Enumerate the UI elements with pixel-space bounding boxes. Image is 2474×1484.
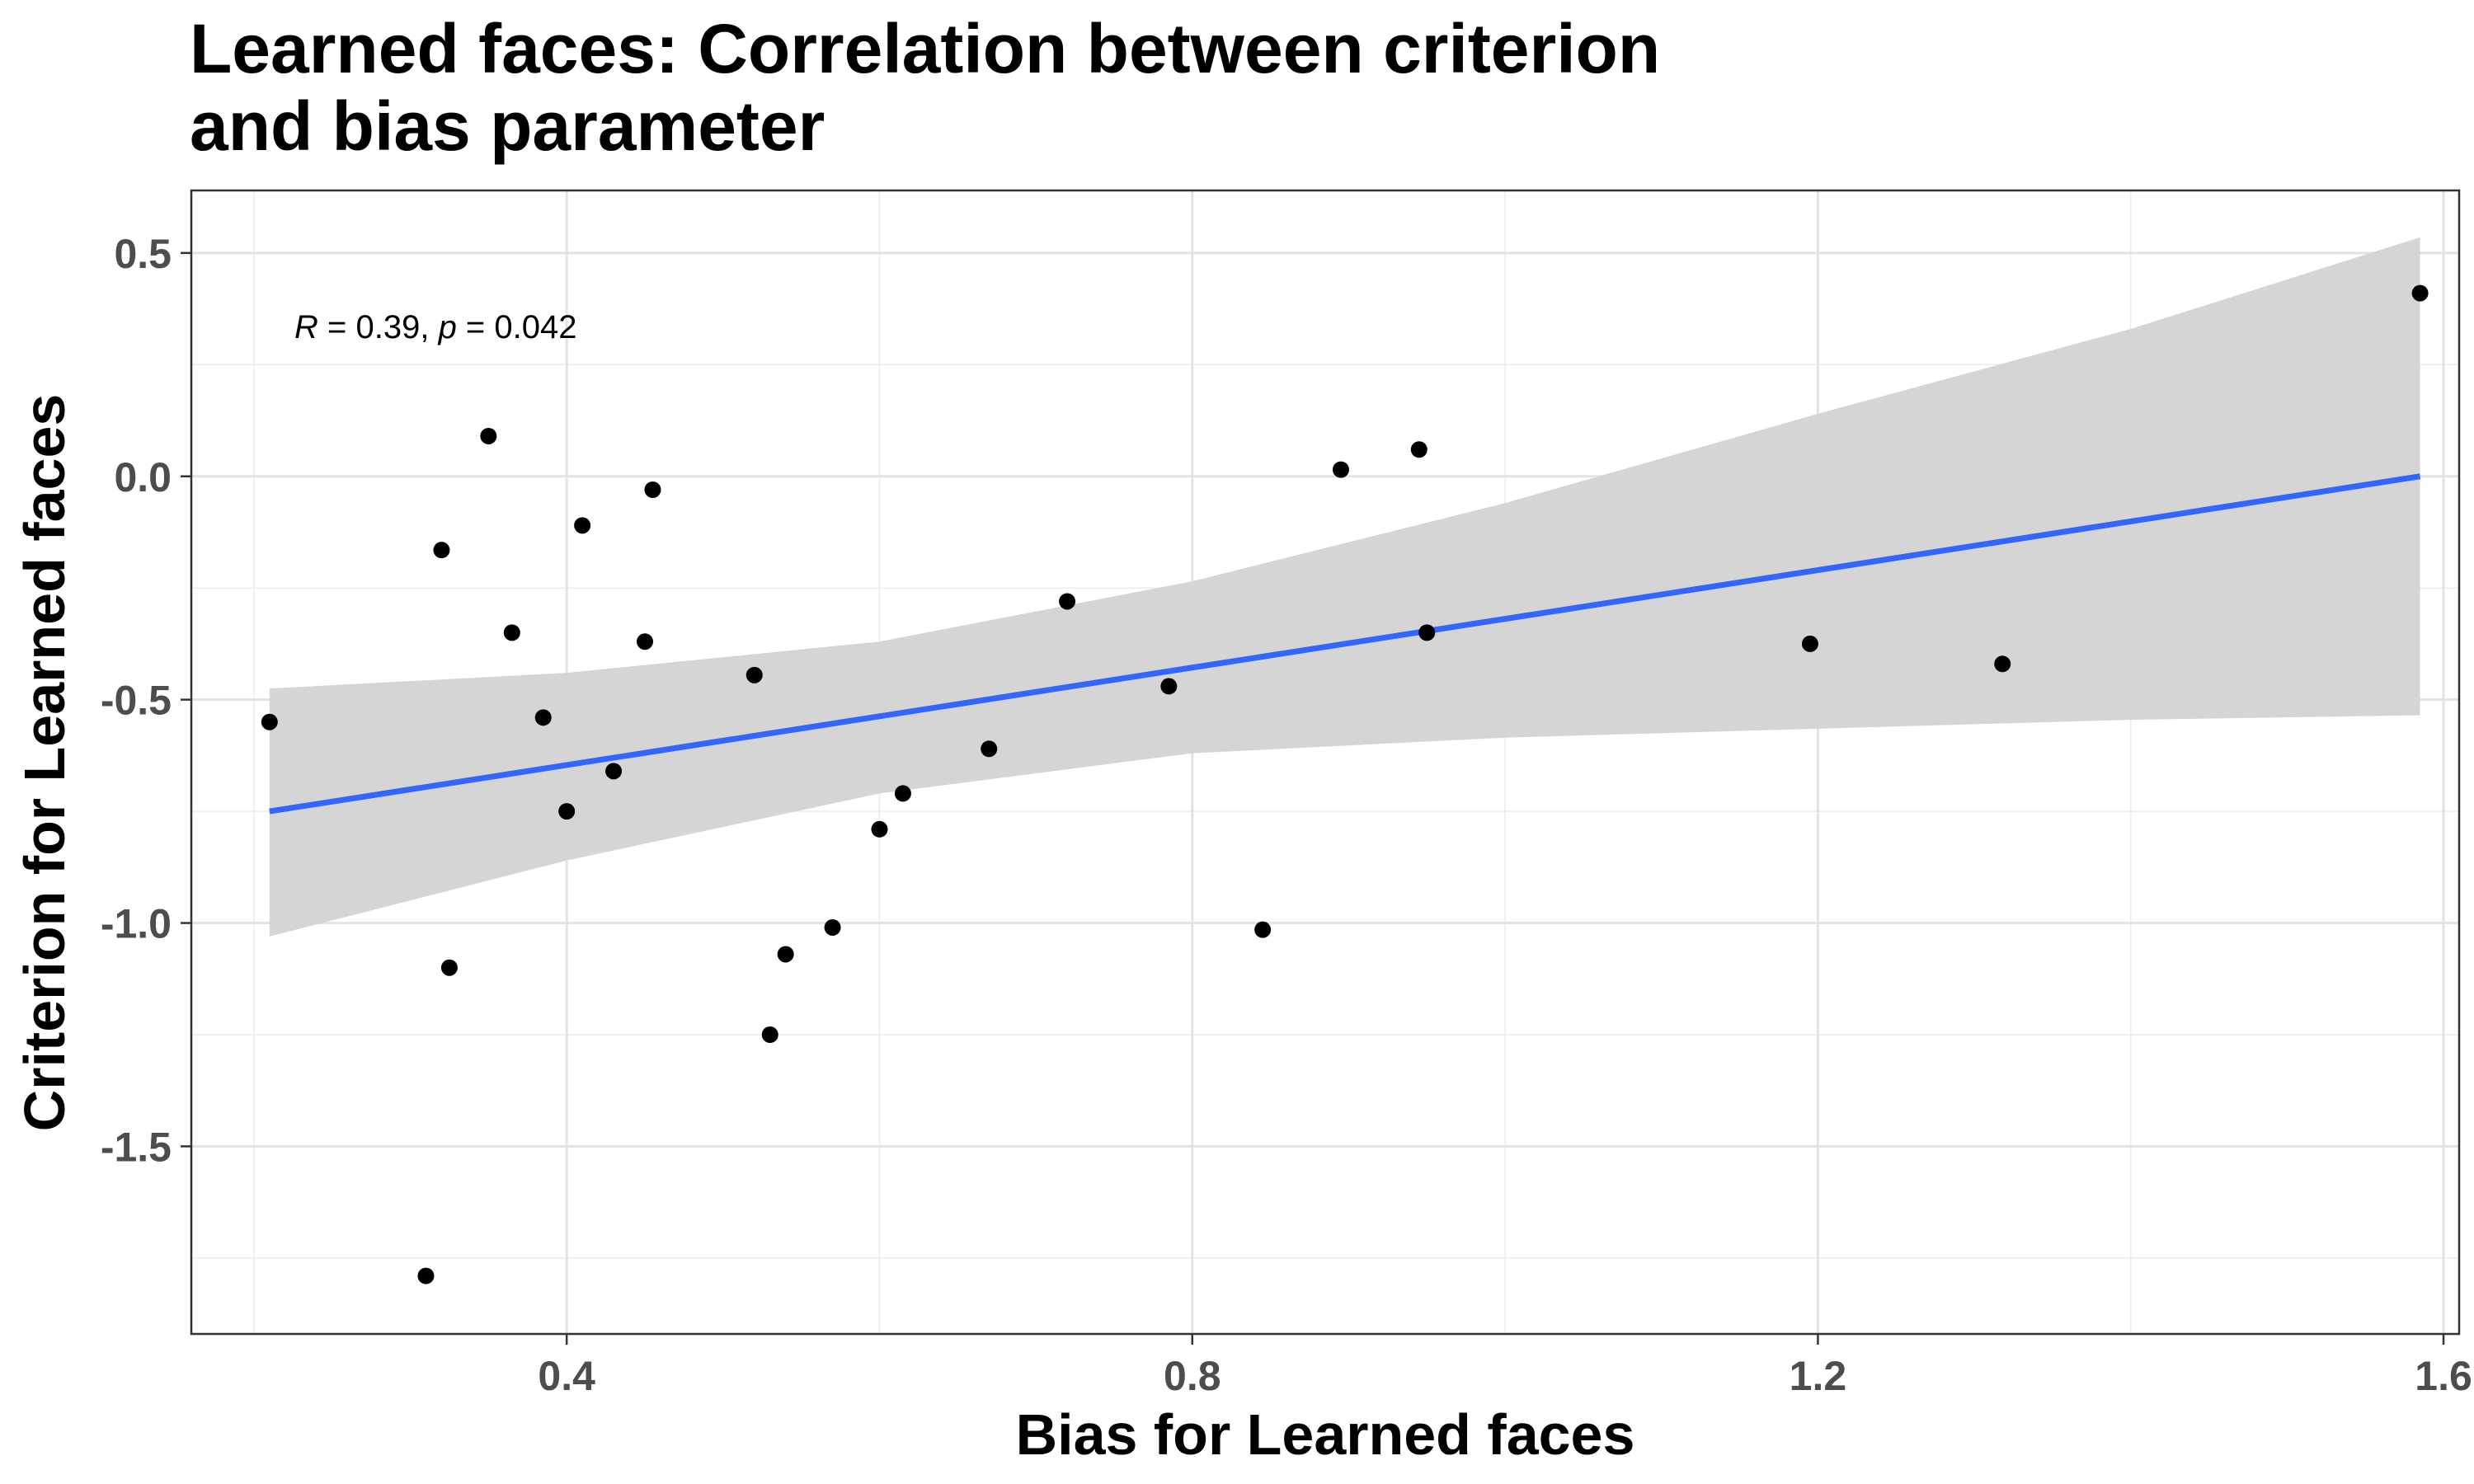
y-axis-ticks: 0.5 0.0 -0.5 -1.0 -1.5 [101,231,191,1170]
data-point [1418,624,1436,641]
x-tick-label: 1.6 [2415,1353,2472,1399]
data-point [2411,284,2429,302]
data-point [1160,678,1178,695]
x-tick-label: 0.8 [1164,1353,1221,1399]
data-point [440,959,458,976]
y-tick-label: -0.5 [101,678,172,724]
p-symbol: p [438,309,457,345]
data-point [824,918,841,936]
x-tick-label: 1.2 [1790,1353,1847,1399]
y-tick-label: 0.0 [114,454,172,500]
data-point [558,803,576,820]
data-point [417,1267,435,1284]
data-point [745,666,763,683]
chart-title-line-1: Learned faces: Correlation between crite… [190,10,1660,87]
data-point [761,1026,778,1043]
r-value-text: = 0.39, [318,309,439,345]
data-point [433,542,450,559]
data-point [605,763,623,780]
x-tick-label: 0.4 [538,1353,595,1399]
data-points [261,284,2429,1284]
data-point [1410,441,1427,458]
data-point [871,820,888,838]
plot-border [190,189,2461,1336]
data-point [480,427,497,444]
x-axis-ticks: 0.4 0.8 1.2 1.6 [538,1334,2472,1399]
correlation-annotation: R = 0.39, p = 0.042 [294,309,577,345]
data-point [637,633,653,650]
data-point [534,709,552,726]
confidence-band [269,237,2420,937]
y-axis-title: Criterion for Learned faces [12,394,77,1132]
data-point [644,481,661,499]
y-tick-label: 0.5 [114,231,172,277]
chart-title-line-2: and bias parameter [190,87,825,165]
y-tick-label: -1.0 [101,901,172,947]
p-value-text: = 0.042 [457,309,577,345]
y-tick-label: -1.5 [101,1124,172,1170]
r-symbol: R [294,309,318,345]
data-point [981,740,998,758]
data-point [1059,593,1076,610]
data-point [261,713,278,730]
data-point [1332,461,1349,478]
data-point [777,946,794,963]
data-point [1994,655,2011,673]
data-point [503,624,520,641]
x-axis-title: Bias for Learned faces [1016,1402,1635,1467]
data-point [894,785,911,802]
data-point [1254,921,1272,938]
regression-line [269,473,2421,815]
data-point [574,517,591,534]
data-point [1801,635,1818,652]
